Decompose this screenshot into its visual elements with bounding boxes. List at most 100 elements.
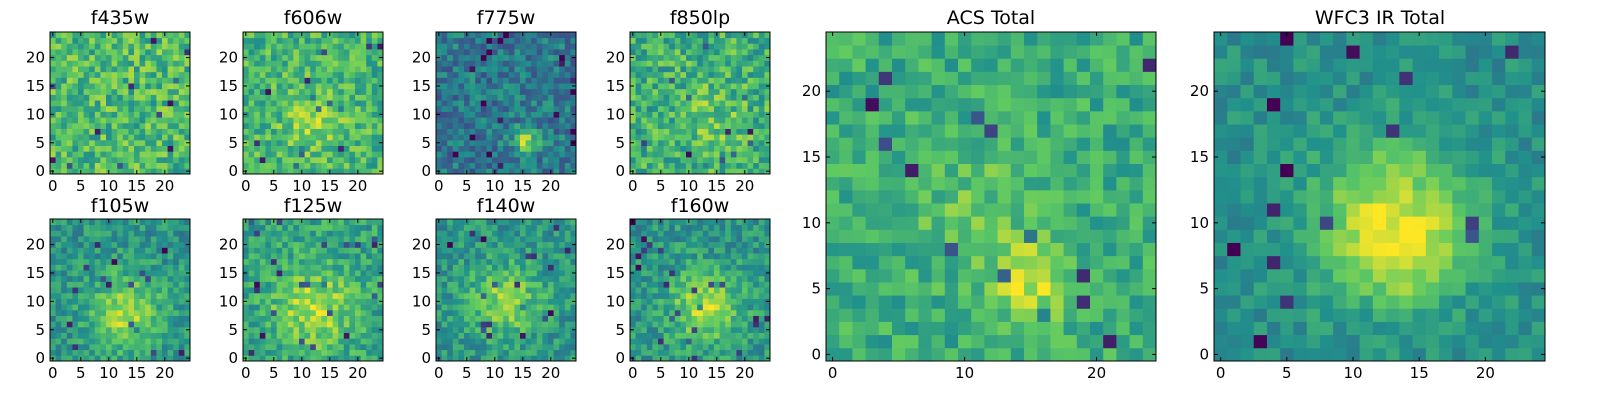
heatmap-cell [564, 241, 571, 248]
y-tick-label-f140w: 10 [412, 292, 431, 310]
heatmap-cell [714, 151, 720, 158]
heatmap-cell [531, 281, 538, 288]
heatmap-cell [542, 60, 549, 67]
heatmap-cell [343, 264, 350, 271]
heatmap-cell [111, 355, 118, 362]
heatmap-cell [758, 321, 765, 328]
heatmap-cell [570, 281, 577, 288]
heatmap-cell [122, 134, 129, 141]
heatmap-cell [520, 298, 526, 305]
heatmap-cell [492, 66, 498, 73]
heatmap-cell [520, 275, 526, 282]
heatmap-cell [78, 270, 84, 277]
heatmap-cell [66, 145, 73, 152]
heatmap-cell [327, 105, 333, 112]
heatmap-cell [531, 88, 538, 95]
heatmap-cell [564, 270, 571, 277]
heatmap-cell [66, 270, 73, 277]
heatmap-cell [492, 77, 498, 84]
heatmap-cell [458, 128, 465, 135]
heatmap-cell [89, 139, 96, 146]
heatmap-cell [514, 105, 521, 112]
heatmap-cell [469, 236, 476, 243]
heatmap-cell [94, 49, 101, 56]
heatmap-cell [553, 247, 560, 254]
heatmap-cell [686, 315, 692, 322]
heatmap-cell [50, 287, 56, 294]
heatmap-cell [360, 321, 367, 328]
heatmap-cell [134, 315, 140, 322]
heatmap-cell [254, 43, 261, 50]
heatmap-cell [327, 332, 333, 339]
heatmap-cell [254, 224, 261, 231]
heatmap-cell [525, 88, 532, 95]
heatmap-cell [156, 49, 163, 56]
heatmap-cell [122, 258, 129, 265]
heatmap-cell [691, 128, 698, 135]
heatmap-cell [691, 49, 698, 56]
heatmap-cell [469, 258, 476, 265]
heatmap-cell [111, 37, 118, 44]
heatmap-cell [441, 253, 448, 260]
heatmap-cell [117, 139, 124, 146]
heatmap-cell [702, 304, 709, 311]
heatmap-cell [184, 281, 191, 288]
heatmap-cell [764, 292, 771, 299]
heatmap-cell [343, 275, 350, 282]
heatmap-cell [674, 49, 681, 56]
heatmap-cell [304, 88, 311, 95]
heatmap-cell [514, 236, 521, 243]
heatmap-cell [663, 292, 670, 299]
heatmap-cell [508, 321, 515, 328]
heatmap-cell [464, 264, 470, 271]
heatmap-cell [452, 343, 459, 351]
heatmap-cell [674, 326, 681, 333]
heatmap-cell [61, 105, 68, 112]
heatmap-cell [271, 83, 277, 90]
heatmap-cell [100, 343, 107, 351]
heatmap-cell [447, 100, 454, 107]
heatmap-cell [503, 292, 510, 299]
heatmap-cell [304, 71, 311, 78]
heatmap-cell [355, 83, 361, 90]
heatmap-cell [564, 321, 571, 328]
heatmap-cell [542, 94, 549, 101]
heatmap-cell [293, 151, 300, 158]
heatmap-cell [271, 100, 277, 107]
heatmap-cell [371, 230, 378, 237]
heatmap-cell [663, 349, 670, 356]
heatmap-cell [265, 94, 272, 101]
heatmap-cell [492, 304, 498, 311]
heatmap-cell [725, 77, 732, 84]
heatmap-cell [536, 349, 543, 356]
heatmap-cell [304, 315, 311, 322]
heatmap-cell [536, 43, 543, 50]
heatmap-cell [652, 151, 659, 158]
heatmap-cell [287, 32, 294, 39]
heatmap-cell [111, 66, 118, 73]
heatmap-cell [753, 49, 760, 56]
heatmap-cell [89, 219, 96, 226]
heatmap-cell [254, 111, 261, 118]
heatmap-cell [464, 37, 470, 44]
heatmap-cell [299, 117, 305, 124]
heatmap-cell [503, 49, 510, 56]
heatmap-cell [497, 156, 504, 164]
heatmap-cell [343, 321, 350, 328]
heatmap-cell [282, 156, 289, 164]
heatmap-cell [559, 253, 566, 260]
heatmap-cell [150, 94, 157, 101]
heatmap-cell [139, 134, 146, 141]
heatmap-cell [458, 134, 465, 141]
heatmap-cell [343, 83, 350, 90]
heatmap-cell [111, 275, 118, 282]
heatmap-cell [360, 88, 367, 95]
heatmap-cell [371, 54, 378, 61]
heatmap-cell [520, 270, 526, 277]
heatmap-cell [758, 338, 765, 345]
heatmap-cell [145, 315, 152, 322]
heatmap-cell [371, 60, 378, 67]
heatmap-cell [570, 100, 577, 107]
heatmap-cell [83, 287, 90, 294]
heatmap-cell [355, 122, 361, 129]
